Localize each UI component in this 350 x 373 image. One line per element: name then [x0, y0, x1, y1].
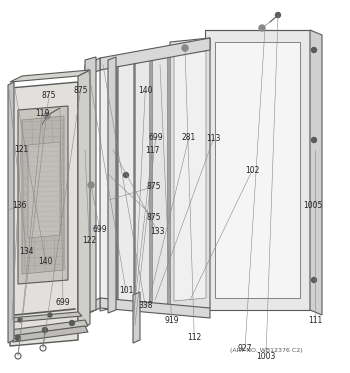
Circle shape [275, 13, 280, 18]
Text: 101: 101 [119, 286, 133, 295]
Polygon shape [215, 42, 300, 298]
Polygon shape [10, 82, 78, 346]
Text: 140: 140 [138, 86, 153, 95]
Text: 117: 117 [145, 146, 160, 155]
Circle shape [312, 47, 316, 53]
Text: 919: 919 [164, 316, 179, 325]
Circle shape [88, 182, 94, 188]
Polygon shape [85, 58, 100, 77]
Polygon shape [118, 62, 134, 309]
Polygon shape [152, 54, 168, 308]
Text: 699: 699 [56, 298, 70, 307]
Polygon shape [100, 66, 117, 311]
Text: 875: 875 [147, 213, 161, 222]
Polygon shape [100, 298, 210, 318]
Text: 699: 699 [92, 225, 107, 234]
Text: 875: 875 [73, 86, 88, 95]
Text: 112: 112 [187, 333, 201, 342]
Circle shape [18, 318, 22, 322]
Circle shape [70, 320, 75, 326]
Polygon shape [100, 38, 210, 70]
Polygon shape [218, 45, 297, 295]
Text: (ART NO. WB12376 C2): (ART NO. WB12376 C2) [230, 348, 302, 353]
Circle shape [48, 313, 52, 317]
Text: 699: 699 [148, 133, 163, 142]
Circle shape [312, 138, 316, 142]
Polygon shape [10, 320, 88, 336]
Polygon shape [85, 298, 100, 315]
Polygon shape [10, 312, 82, 322]
Polygon shape [85, 57, 96, 313]
Polygon shape [133, 292, 140, 343]
Text: 927: 927 [238, 344, 252, 353]
Text: 338: 338 [138, 301, 153, 310]
Circle shape [44, 113, 50, 119]
Text: 133: 133 [150, 227, 165, 236]
Polygon shape [170, 38, 210, 312]
Polygon shape [174, 51, 206, 301]
Text: 875: 875 [147, 182, 161, 191]
Text: 113: 113 [206, 134, 221, 143]
Polygon shape [135, 58, 150, 310]
Text: 102: 102 [245, 166, 259, 175]
Circle shape [15, 335, 21, 341]
Text: 875: 875 [42, 91, 56, 100]
Text: 122: 122 [82, 236, 96, 245]
Polygon shape [176, 53, 204, 299]
Polygon shape [10, 326, 88, 342]
Text: 119: 119 [35, 109, 49, 118]
Text: 140: 140 [38, 257, 53, 266]
Text: 111: 111 [308, 316, 322, 325]
Polygon shape [28, 142, 60, 238]
Circle shape [88, 182, 92, 188]
Text: 1003: 1003 [256, 352, 276, 361]
Text: 134: 134 [19, 247, 34, 256]
Circle shape [259, 25, 265, 31]
Polygon shape [108, 57, 116, 313]
Polygon shape [22, 116, 64, 274]
Text: 136: 136 [12, 201, 27, 210]
Text: 281: 281 [182, 133, 196, 142]
Circle shape [182, 45, 188, 51]
Polygon shape [310, 30, 322, 315]
Polygon shape [78, 70, 90, 330]
Text: 121: 121 [14, 145, 28, 154]
Circle shape [42, 327, 48, 332]
Circle shape [312, 278, 316, 282]
Polygon shape [205, 30, 310, 310]
Circle shape [124, 172, 128, 178]
Polygon shape [18, 106, 68, 284]
Text: 1005: 1005 [303, 201, 323, 210]
Polygon shape [8, 82, 14, 343]
Polygon shape [10, 70, 90, 82]
